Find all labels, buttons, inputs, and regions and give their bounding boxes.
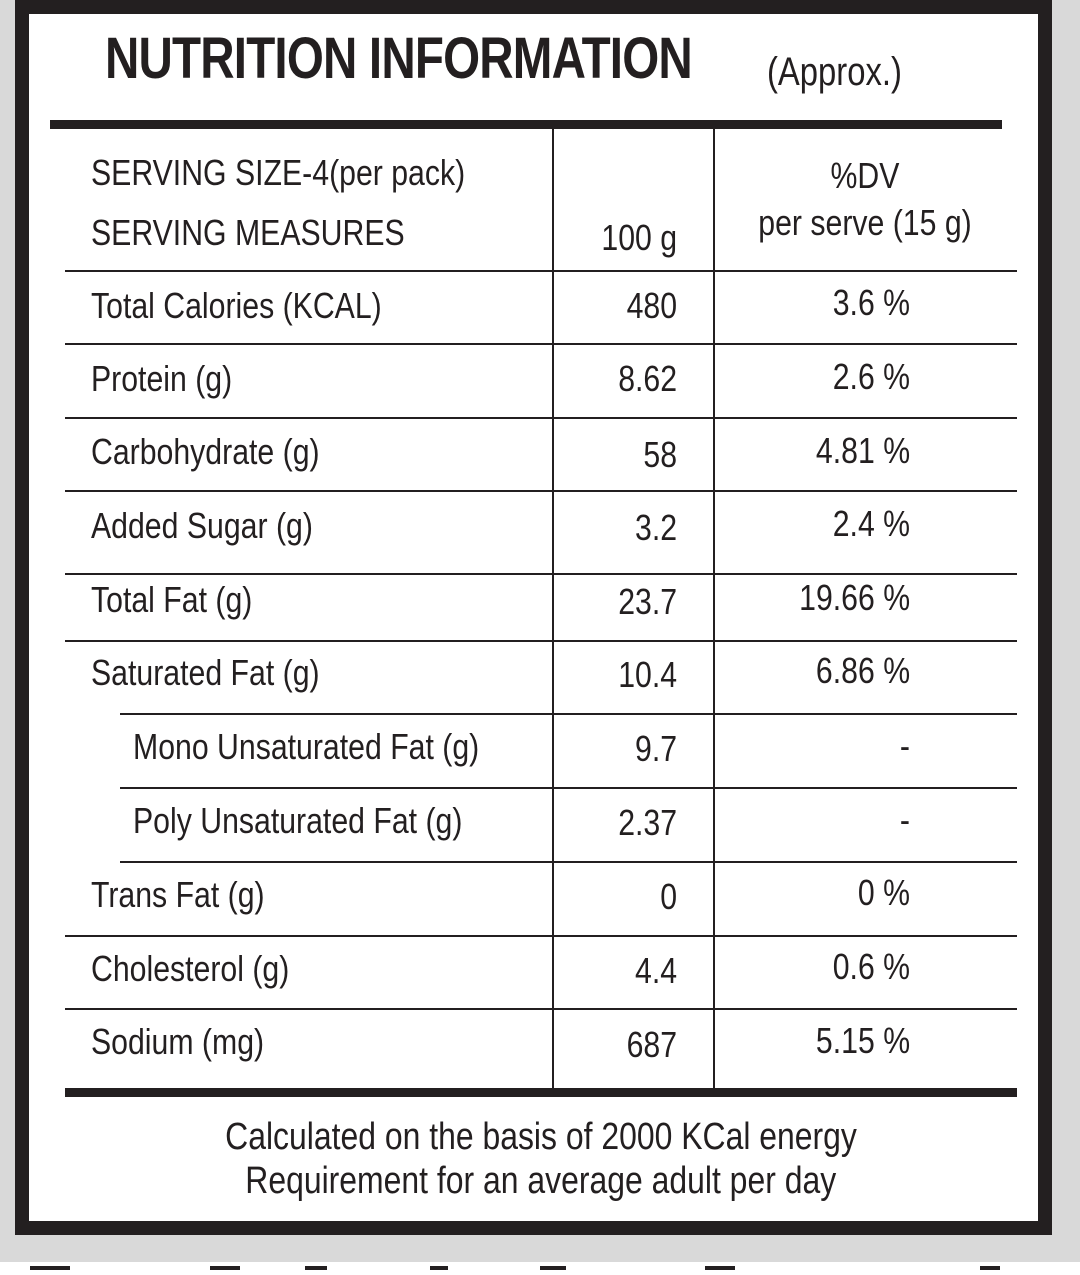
- serving-measures-label: SERVING MEASURES: [91, 212, 405, 253]
- nutrient-name: Trans Fat (g): [91, 874, 265, 915]
- nutrient-name: Total Calories (KCAL): [91, 285, 382, 326]
- nutrient-name: Sodium (mg): [91, 1021, 265, 1062]
- nutrient-dv: 5.15 %: [815, 1020, 910, 1061]
- nutrient-name-indented: Poly Unsaturated Fat (g): [133, 800, 463, 841]
- dv-per-serve-header: per serve (15 g): [758, 202, 972, 243]
- title-main: NUTRITION INFORMATION: [105, 26, 693, 91]
- nutrient-dv: 2.4 %: [832, 503, 910, 544]
- nutrient-dv: 0 %: [857, 872, 910, 913]
- row-separator-indented: [120, 713, 1017, 715]
- nutrient-dv: 2.6 %: [832, 356, 910, 397]
- row-separator: [65, 573, 1017, 575]
- nutrition-label-panel: [15, 0, 1052, 1235]
- nutrient-name: Cholesterol (g): [91, 948, 290, 989]
- row-separator: [65, 270, 1017, 272]
- row-separator: [65, 343, 1017, 345]
- nutrient-amount: 23.7: [618, 581, 677, 622]
- bottom-thick-rule: [65, 1088, 1017, 1097]
- nutrient-amount: 8.62: [618, 358, 677, 399]
- row-separator-indented: [120, 861, 1017, 863]
- nutrient-amount: 3.2: [634, 507, 677, 548]
- dv-column-header: %DV: [830, 155, 900, 196]
- nutrient-dv: 3.6 %: [832, 282, 910, 323]
- nutrient-name: Protein (g): [91, 358, 233, 399]
- nutrient-amount: 480: [626, 285, 677, 326]
- footer-note: Calculated on the basis of 2000 KCal ene…: [65, 1115, 1017, 1203]
- row-separator-indented: [120, 787, 1017, 789]
- amount-column-header: 100 g: [601, 217, 677, 258]
- nutrient-name: Saturated Fat (g): [91, 652, 320, 693]
- serving-size-label: SERVING SIZE-4(per pack): [91, 152, 466, 193]
- column-divider-amount: [552, 129, 554, 1089]
- nutrient-amount: 4.4: [634, 950, 677, 991]
- nutrient-dv: -: [899, 799, 910, 840]
- nutrient-amount: 9.7: [634, 728, 677, 769]
- nutrient-dv: 4.81 %: [815, 430, 910, 471]
- nutrient-amount: 0: [660, 876, 677, 917]
- nutrient-name: Total Fat (g): [91, 579, 253, 620]
- row-separator: [65, 417, 1017, 419]
- row-separator: [65, 935, 1017, 937]
- nutrient-name: Added Sugar (g): [91, 505, 313, 546]
- top-thick-rule: [50, 120, 1002, 129]
- row-separator: [65, 490, 1017, 492]
- footer-line-2: Requirement for an average adult per day: [245, 1160, 837, 1202]
- nutrient-name: Carbohydrate (g): [91, 431, 320, 472]
- nutrient-dv: 19.66 %: [799, 577, 910, 618]
- column-divider-dv: [713, 129, 715, 1089]
- title-approx: (Approx.): [767, 50, 902, 94]
- nutrition-title: NUTRITION INFORMATION (Approx.): [105, 26, 902, 93]
- nutrient-amount: 58: [643, 434, 677, 475]
- cropped-next-content: [0, 1262, 1080, 1275]
- nutrient-name-indented: Mono Unsaturated Fat (g): [133, 726, 480, 767]
- nutrient-dv: 0.6 %: [832, 946, 910, 987]
- nutrient-amount: 687: [626, 1024, 677, 1065]
- row-separator: [65, 1008, 1017, 1010]
- nutrient-dv: 6.86 %: [815, 650, 910, 691]
- nutrient-amount: 10.4: [618, 654, 677, 695]
- footer-line-1: Calculated on the basis of 2000 KCal ene…: [225, 1116, 857, 1158]
- nutrient-dv: -: [899, 725, 910, 766]
- row-separator: [65, 640, 1017, 642]
- nutrient-amount: 2.37: [618, 802, 677, 843]
